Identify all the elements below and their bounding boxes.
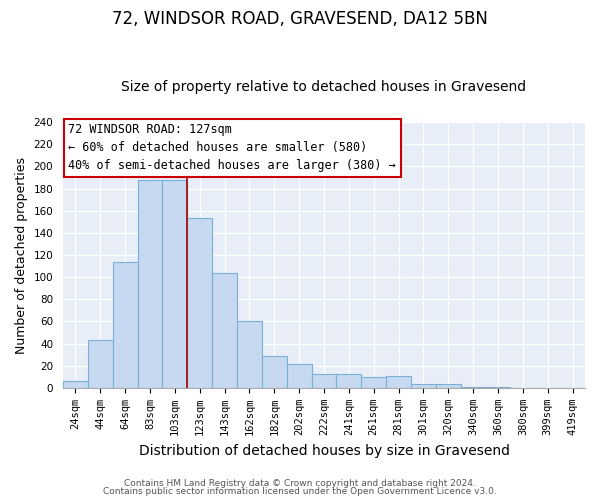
Bar	[386, 376, 411, 388]
Bar	[337, 374, 361, 388]
Bar	[287, 364, 311, 388]
Bar	[311, 374, 337, 388]
X-axis label: Distribution of detached houses by size in Gravesend: Distribution of detached houses by size …	[139, 444, 509, 458]
Text: 72 WINDSOR ROAD: 127sqm
← 60% of detached houses are smaller (580)
40% of semi-d: 72 WINDSOR ROAD: 127sqm ← 60% of detache…	[68, 124, 396, 172]
Bar	[63, 382, 88, 388]
Bar	[461, 387, 485, 388]
Text: Contains public sector information licensed under the Open Government Licence v3: Contains public sector information licen…	[103, 487, 497, 496]
Bar	[137, 180, 163, 388]
Bar	[237, 322, 262, 388]
Bar	[436, 384, 461, 388]
Bar	[187, 218, 212, 388]
Text: 72, WINDSOR ROAD, GRAVESEND, DA12 5BN: 72, WINDSOR ROAD, GRAVESEND, DA12 5BN	[112, 10, 488, 28]
Bar	[163, 180, 187, 388]
Bar	[212, 272, 237, 388]
Bar	[411, 384, 436, 388]
Y-axis label: Number of detached properties: Number of detached properties	[15, 156, 28, 354]
Title: Size of property relative to detached houses in Gravesend: Size of property relative to detached ho…	[121, 80, 527, 94]
Bar	[262, 356, 287, 388]
Bar	[361, 377, 386, 388]
Bar	[113, 262, 137, 388]
Bar	[485, 387, 511, 388]
Bar	[88, 340, 113, 388]
Text: Contains HM Land Registry data © Crown copyright and database right 2024.: Contains HM Land Registry data © Crown c…	[124, 478, 476, 488]
